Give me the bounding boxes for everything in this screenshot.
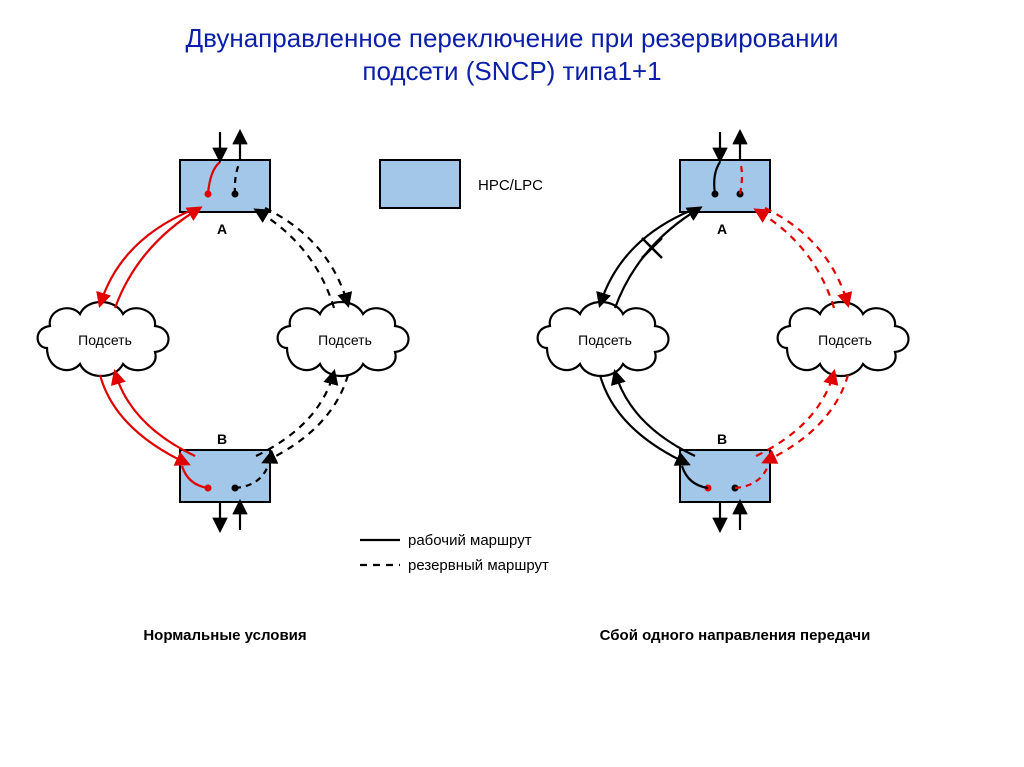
path-res2-A-CR-down [765,208,848,305]
svg-text:Подсеть: Подсеть [318,332,372,348]
path-work2-CL-A-up [615,208,700,308]
path-work-B-CL-up [115,372,195,456]
label-A-left: A [217,221,227,237]
path-work-CL-A-up [115,208,200,308]
diagram-svg: A B Подсеть Подсеть A [0,0,1024,767]
label-B-right: B [717,431,727,447]
path-res-CR-A-up [256,210,334,308]
caption-right: Сбой одного направления передачи [600,627,871,644]
path-res2-CR-B-down [764,375,848,462]
path-res-B-CR-up [256,372,334,456]
legend-reserve-label: резервный маршрут [408,557,549,574]
path-res-A-CR-down [265,208,348,305]
node-B-right [680,450,770,530]
path-work-A-CL-down [100,210,192,305]
label-A-right: A [717,221,727,237]
legend-hpc-label: HPC/LPC [478,177,543,194]
cloud-right-L: Подсеть [538,302,669,376]
cloud-left-R: Подсеть [278,302,409,376]
path-res2-CR-A-up [756,210,834,308]
label-B-left: B [217,431,227,447]
svg-text:Подсеть: Подсеть [78,332,132,348]
legend-hpc-box [380,160,460,208]
cloud-left-L: Подсеть [38,302,169,376]
path-res-CR-B-down [264,375,348,462]
svg-text:Подсеть: Подсеть [818,332,872,348]
path-work2-B-CL-up [615,372,695,456]
path-work2-A-CL-down [600,210,692,305]
left-diagram: A B Подсеть Подсеть [38,132,409,530]
cloud-right-R: Подсеть [778,302,909,376]
caption-left: Нормальные условия [143,627,306,644]
legend-working-label: рабочий маршрут [408,532,532,549]
node-A-left [180,132,270,212]
fault-x-icon [642,238,662,258]
node-B-left [180,450,270,530]
right-diagram: A B Подсеть Подсеть [538,132,909,530]
path-res2-B-CR-up [756,372,834,456]
svg-text:Подсеть: Подсеть [578,332,632,348]
node-A-right [680,132,770,212]
